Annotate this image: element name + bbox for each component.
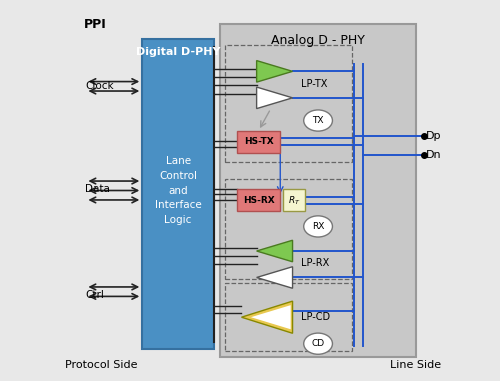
Text: Data: Data <box>86 184 110 194</box>
Polygon shape <box>256 267 292 288</box>
Bar <box>220 24 416 357</box>
Polygon shape <box>256 61 292 82</box>
Text: CD: CD <box>312 339 324 348</box>
Text: $R_T$: $R_T$ <box>288 194 300 207</box>
Bar <box>142 39 214 349</box>
Ellipse shape <box>304 333 332 354</box>
Text: Digital D-PHY: Digital D-PHY <box>136 48 220 58</box>
Ellipse shape <box>304 216 332 237</box>
Ellipse shape <box>304 110 332 131</box>
Text: Protocol Side: Protocol Side <box>64 360 137 370</box>
Bar <box>237 131 281 153</box>
Bar <box>226 283 352 351</box>
Text: Dp: Dp <box>426 131 442 141</box>
Text: LP-RX: LP-RX <box>301 258 330 268</box>
Text: HS-TX: HS-TX <box>244 137 274 146</box>
Polygon shape <box>251 305 290 329</box>
Text: Line Side: Line Side <box>390 360 441 370</box>
Text: PPI: PPI <box>84 18 106 31</box>
Text: Dn: Dn <box>426 150 442 160</box>
Text: Lane
Control
and
Interface
Logic: Lane Control and Interface Logic <box>155 156 202 225</box>
Text: Clock: Clock <box>86 82 114 91</box>
Text: LP-CD: LP-CD <box>301 312 330 322</box>
Polygon shape <box>256 240 292 262</box>
Polygon shape <box>256 87 292 109</box>
Polygon shape <box>242 301 292 333</box>
Bar <box>226 45 352 162</box>
Bar <box>237 189 281 211</box>
Text: Analog D - PHY: Analog D - PHY <box>271 34 365 46</box>
Text: LP-TX: LP-TX <box>301 79 328 89</box>
Bar <box>284 189 305 211</box>
Text: Ctrl: Ctrl <box>86 290 104 299</box>
Text: TX: TX <box>312 116 324 125</box>
Text: HS-RX: HS-RX <box>242 196 274 205</box>
Text: RX: RX <box>312 222 324 231</box>
Bar <box>226 179 352 279</box>
